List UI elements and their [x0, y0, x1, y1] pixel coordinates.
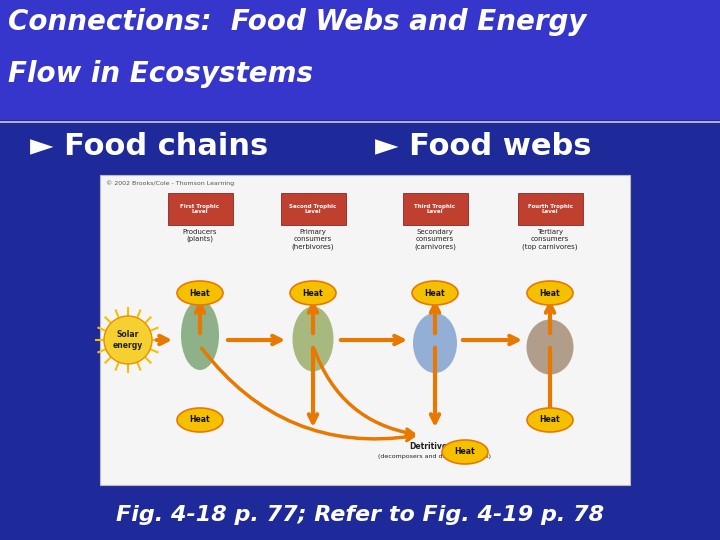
- Bar: [168, 193, 233, 225]
- Text: First Trophic
Level: First Trophic Level: [181, 204, 220, 214]
- Bar: [0, 0, 720, 120]
- Text: Connections:  Food Webs and Energy: Connections: Food Webs and Energy: [8, 8, 587, 36]
- Bar: [281, 193, 346, 225]
- Text: ► Food webs: ► Food webs: [375, 132, 592, 161]
- Text: Secondary
consumers
(carnivores): Secondary consumers (carnivores): [414, 229, 456, 249]
- Text: Producers
(plants): Producers (plants): [183, 229, 217, 242]
- Text: Heat: Heat: [189, 415, 210, 424]
- Ellipse shape: [526, 320, 574, 375]
- Ellipse shape: [527, 408, 573, 432]
- Text: Heat: Heat: [540, 288, 560, 298]
- Ellipse shape: [412, 281, 458, 305]
- Text: Primary
consumers
(herbivores): Primary consumers (herbivores): [292, 229, 334, 249]
- Ellipse shape: [181, 300, 219, 370]
- Bar: [402, 193, 467, 225]
- Text: ► Food chains: ► Food chains: [30, 132, 269, 161]
- Text: Flow in Ecosystems: Flow in Ecosystems: [8, 60, 313, 88]
- Text: (decomposers and detritus feeders): (decomposers and detritus feeders): [379, 454, 492, 459]
- Ellipse shape: [292, 307, 333, 372]
- Text: Tertiary
consumers
(top carnivores): Tertiary consumers (top carnivores): [522, 229, 577, 249]
- Text: Third Trophic
Level: Third Trophic Level: [415, 204, 456, 214]
- Text: Solar
energy: Solar energy: [113, 330, 143, 350]
- Text: © 2002 Brooks/Cole - Thomson Learning: © 2002 Brooks/Cole - Thomson Learning: [106, 180, 234, 186]
- Ellipse shape: [442, 440, 488, 464]
- Text: Detritivores: Detritivores: [409, 442, 461, 451]
- Text: Fig. 4-18 p. 77; Refer to Fig. 4-19 p. 78: Fig. 4-18 p. 77; Refer to Fig. 4-19 p. 7…: [116, 505, 604, 525]
- Text: Fourth Trophic
Level: Fourth Trophic Level: [528, 204, 572, 214]
- Text: Heat: Heat: [455, 448, 475, 456]
- Ellipse shape: [177, 281, 223, 305]
- Text: Heat: Heat: [425, 288, 445, 298]
- Ellipse shape: [527, 281, 573, 305]
- Text: Heat: Heat: [302, 288, 323, 298]
- Bar: [518, 193, 582, 225]
- Ellipse shape: [290, 281, 336, 305]
- Bar: [100, 175, 630, 485]
- Text: Second Trophic
Level: Second Trophic Level: [289, 204, 337, 214]
- Bar: [0, 120, 720, 540]
- Text: Heat: Heat: [189, 288, 210, 298]
- Text: Heat: Heat: [540, 415, 560, 424]
- Ellipse shape: [413, 313, 457, 373]
- Ellipse shape: [177, 408, 223, 432]
- Ellipse shape: [104, 316, 152, 364]
